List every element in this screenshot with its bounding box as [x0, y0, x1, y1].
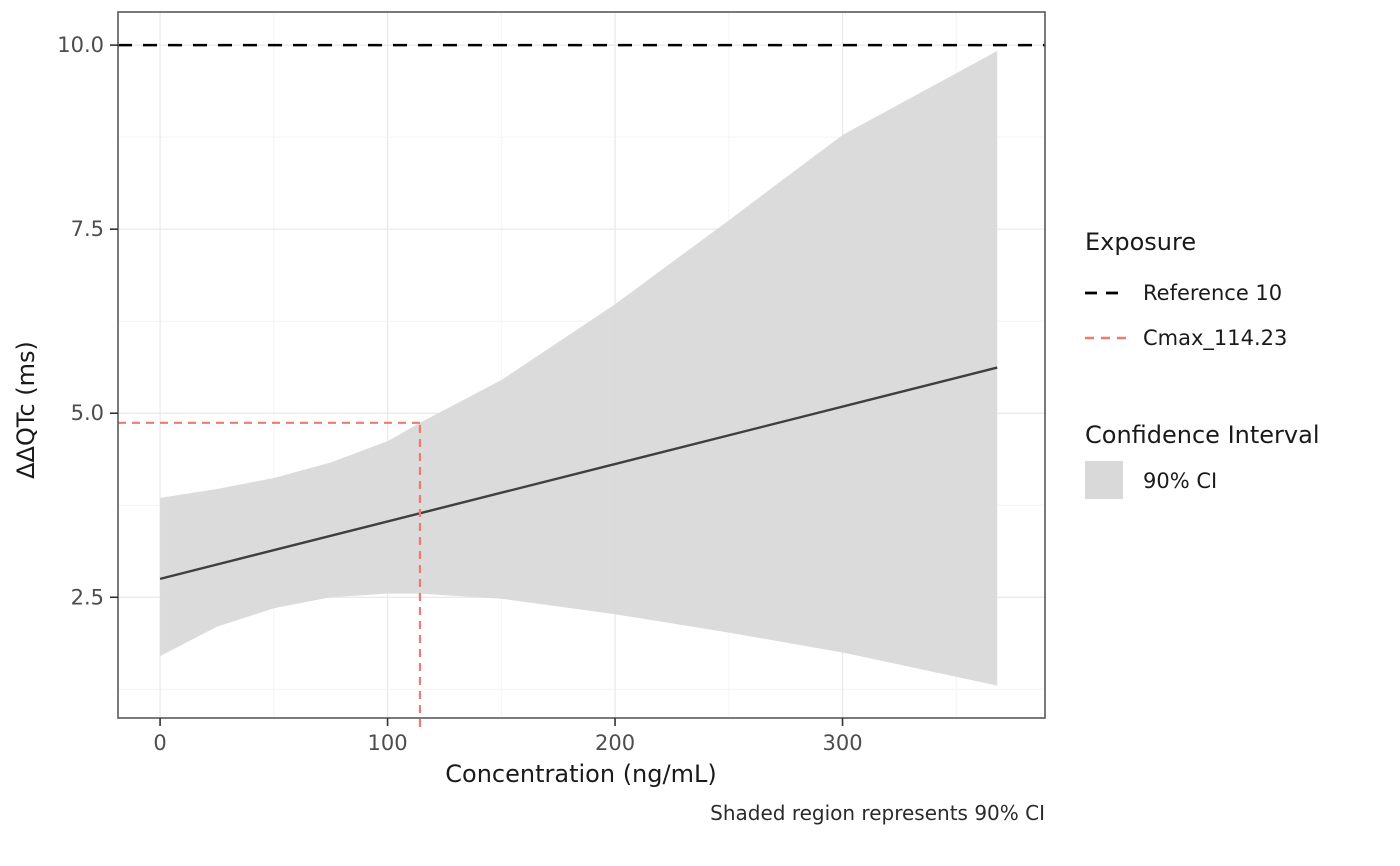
- legend-ci-title: Confidence Interval: [1085, 421, 1319, 449]
- legend: Exposure Reference 10 Cmax_114.23 Confid…: [1085, 228, 1319, 499]
- legend-reference-label: Reference 10: [1143, 281, 1282, 305]
- y-tick-label: 7.5: [71, 217, 104, 241]
- x-tick-label: 100: [368, 731, 408, 755]
- x-axis-title: Concentration (ng/mL): [445, 760, 716, 788]
- y-axis-title: ΔΔQTc (ms): [12, 341, 40, 479]
- legend-cmax-label: Cmax_114.23: [1143, 326, 1287, 351]
- x-tick-label: 300: [822, 731, 862, 755]
- y-tick-label: 10.0: [57, 33, 104, 57]
- x-tick-label: 0: [153, 731, 166, 755]
- plot-panel: 0 100 200 300 2.5 5.0 7.5 10.0: [57, 11, 1046, 755]
- legend-key-ci-swatch-icon: [1085, 461, 1123, 499]
- x-tick-label: 200: [595, 731, 635, 755]
- y-tick-label: 5.0: [71, 401, 104, 425]
- legend-ci-label: 90% CI: [1143, 469, 1217, 493]
- plot-caption: Shaded region represents 90% CI: [710, 801, 1045, 825]
- y-tick-label: 2.5: [71, 585, 104, 609]
- panel-border: [117, 11, 1046, 719]
- legend-exposure-title: Exposure: [1085, 228, 1196, 256]
- fit-line: [159, 366, 998, 581]
